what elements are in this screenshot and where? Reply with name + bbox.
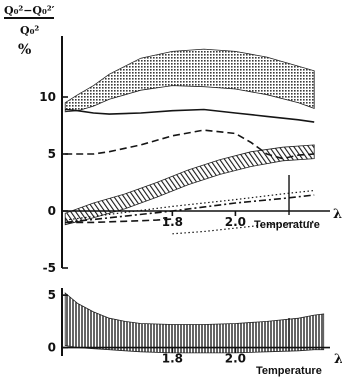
y-tick-label-0-1: 5 <box>48 147 56 161</box>
lower-x-axis-label: Temperature <box>256 365 322 377</box>
series-line-0-4 <box>65 194 315 224</box>
band-0-3 <box>64 144 315 226</box>
lower-lambda-label: λ <box>334 352 342 367</box>
y-tick-label-0-0: 10 <box>39 90 56 104</box>
series-line-0-7 <box>65 218 173 224</box>
x-tick-label-1-0: 1.8 <box>162 352 183 366</box>
band-1-0 <box>64 292 325 354</box>
band-0-0 <box>64 48 315 113</box>
y-label-unit: % <box>18 42 31 58</box>
upper-axes <box>61 36 330 269</box>
y-label-numerator: Q₀²−Q₀²′ <box>4 4 55 17</box>
upper-x-axis-label: Temperature <box>254 219 320 231</box>
upper-panel: 10 5 0 -5 1.8 2.0 Temperature λ <box>39 36 342 275</box>
y-tick-label-1-0: 5 <box>48 288 56 302</box>
x-tick-label-0-1: 2.0 <box>225 215 246 229</box>
y-tick-label-0-2: 0 <box>48 204 56 218</box>
series-line-0-1 <box>65 108 315 123</box>
upper-lambda-label: λ <box>333 207 342 222</box>
upper-lines <box>65 108 315 235</box>
y-tick-label-0-3: -5 <box>43 261 56 275</box>
x-tick-label-0-0: 1.8 <box>162 215 183 229</box>
y-tick-label-1-1: 0 <box>48 341 56 355</box>
series-line-0-6 <box>172 220 315 235</box>
lower-panel: 5 0 1.8 2.0 Temperature λ <box>48 288 342 377</box>
lower-bands <box>64 292 325 354</box>
lower-axes <box>61 288 330 356</box>
upper-bands <box>64 48 315 226</box>
series-line-0-5 <box>65 189 315 221</box>
x-tick-label-1-1: 2.0 <box>225 352 246 366</box>
lower-tick-labels: 5 0 1.8 2.0 <box>48 288 246 365</box>
series-line-0-2 <box>65 129 315 160</box>
y-axis-label: Q₀²−Q₀²′ Q₀² % <box>4 4 55 58</box>
upper-tick-labels: 10 5 0 -5 1.8 2.0 <box>39 90 246 275</box>
y-label-denominator: Q₀² <box>20 24 39 37</box>
